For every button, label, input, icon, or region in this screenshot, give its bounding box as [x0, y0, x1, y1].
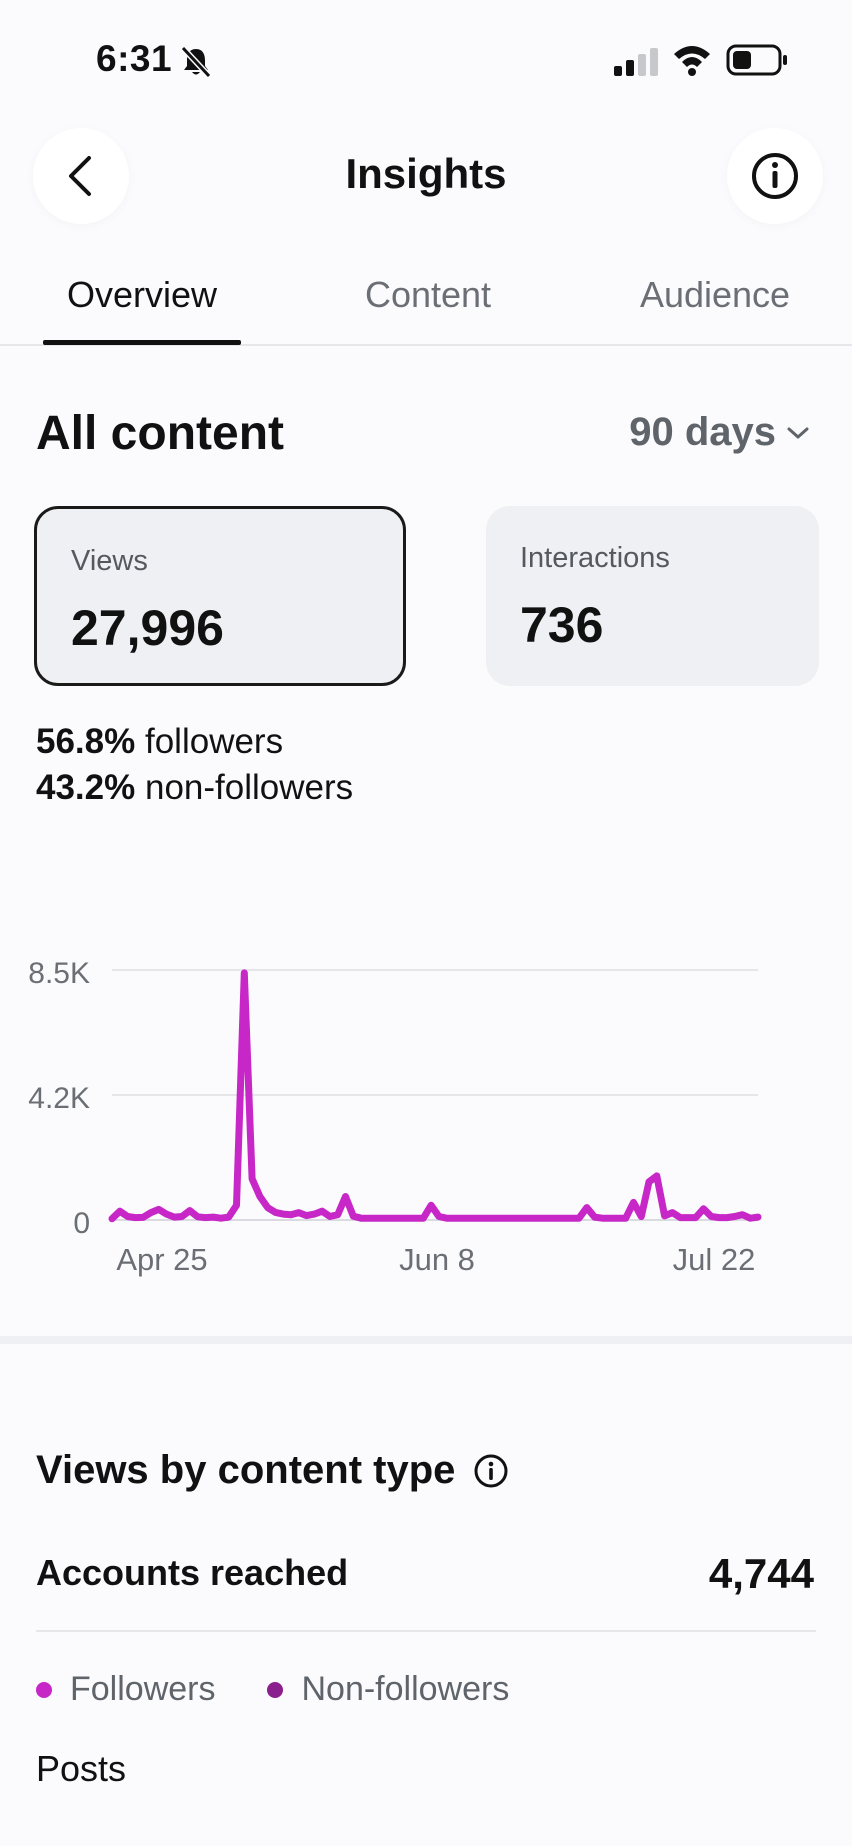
legend-item-nonfollowers: Non-followers: [267, 1670, 509, 1709]
x-tick-label: Apr 25: [116, 1242, 207, 1277]
views-card-value: 27,996: [71, 600, 224, 656]
section-separator: [0, 1336, 852, 1344]
posts-label: Posts: [36, 1748, 127, 1789]
followers-pct-label: followers: [144, 722, 284, 761]
legend-dot-nonfollowers: [267, 1681, 284, 1698]
accounts-reached-label: Accounts reached: [36, 1552, 349, 1593]
active-tab-indicator: [43, 340, 241, 345]
x-tick-label: Jun 8: [399, 1242, 475, 1277]
legend-dot-followers: [36, 1681, 52, 1698]
views-card[interactable]: Views 27,996: [34, 506, 406, 686]
accounts-reached-value: 4,744: [708, 1550, 814, 1597]
nonfollowers-pct-label: non-followers: [144, 768, 354, 807]
status-time: 6:31: [96, 38, 173, 79]
cellular-signal-icon: [614, 48, 658, 76]
date-range-label: 90 days: [629, 410, 776, 454]
wifi-icon: [674, 46, 710, 76]
date-range-dropdown[interactable]: 90 days: [629, 410, 810, 455]
y-tick-label: 0: [73, 1207, 90, 1240]
views-line-chart: 8.5K 4.2K 0 Apr 25 Jun 8 Jul 22: [28, 957, 762, 1277]
tab-audience[interactable]: Audience: [639, 274, 791, 315]
info-button[interactable]: [727, 128, 823, 224]
battery-icon: [726, 44, 787, 76]
bell-muted-icon: [180, 45, 212, 79]
y-tick-label: 8.5K: [28, 957, 90, 990]
views-by-content-type-header: Views by content type: [36, 1448, 509, 1493]
chevron-down-icon: [787, 427, 809, 438]
nonfollowers-pct-value: 43.2%: [36, 768, 136, 807]
x-tick-label: Jul 22: [673, 1242, 756, 1277]
followers-percentage: 56.8% followers: [36, 722, 283, 762]
content-type-legend: Followers Non-followers: [36, 1670, 561, 1709]
interactions-card[interactable]: Interactions 736: [486, 506, 819, 686]
chevron-left-icon: [69, 156, 91, 196]
page-title: Insights: [345, 150, 507, 197]
tab-divider: [0, 344, 852, 346]
followers-pct-value: 56.8%: [36, 722, 136, 761]
tab-overview[interactable]: Overview: [66, 274, 218, 315]
info-icon: [752, 153, 798, 199]
legend-item-followers: Followers: [36, 1670, 215, 1709]
legend-label-nonfollowers: Non-followers: [301, 1670, 510, 1708]
back-button[interactable]: [33, 128, 129, 224]
section-title: All content: [36, 407, 284, 460]
info-icon[interactable]: [473, 1453, 509, 1489]
interactions-card-label: Interactions: [520, 542, 670, 574]
row-divider: [36, 1630, 816, 1632]
interactions-card-value: 736: [520, 597, 604, 653]
y-tick-label: 4.2K: [28, 1082, 90, 1115]
views-series-line: [108, 969, 762, 1223]
views-by-content-type-title: Views by content type: [36, 1448, 456, 1492]
legend-label-followers: Followers: [70, 1670, 216, 1708]
views-card-label: Views: [71, 545, 148, 577]
nonfollowers-percentage: 43.2% non-followers: [36, 768, 353, 808]
tab-content[interactable]: Content: [364, 274, 492, 315]
